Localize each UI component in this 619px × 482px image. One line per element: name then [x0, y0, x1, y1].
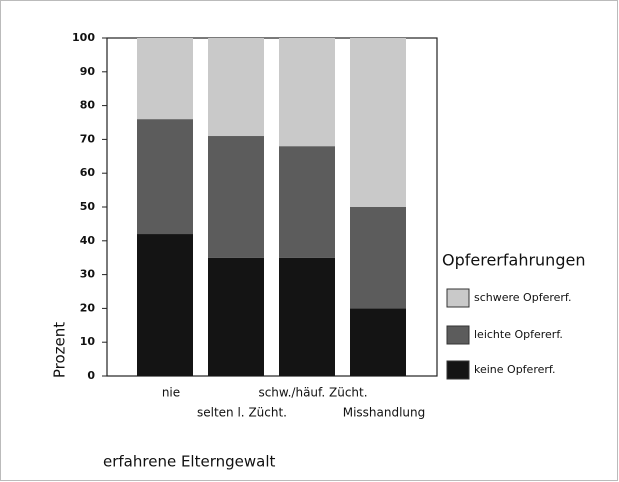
bar-segment: [279, 38, 335, 147]
y-tick-label: 100: [72, 31, 95, 44]
y-tick-label: 50: [80, 200, 96, 213]
bar-segment: [137, 119, 193, 235]
y-tick-label: 10: [80, 335, 96, 348]
y-tick-label: 70: [80, 132, 96, 145]
y-tick-label: 0: [87, 369, 95, 382]
x-axis-label: erfahrene Elterngewalt: [103, 453, 275, 471]
bar-segment: [350, 207, 406, 309]
bar-segment: [279, 257, 335, 376]
legend-swatch: [446, 325, 470, 345]
legend-swatch: [446, 360, 470, 380]
bar-segment: [279, 146, 335, 258]
bar-segment: [208, 257, 264, 376]
bar-segment: [208, 136, 264, 258]
x-tick-label: Misshandlung: [343, 406, 426, 420]
y-tick-label: 30: [80, 268, 96, 281]
x-tick-label: selten l. Zücht.: [197, 406, 287, 420]
y-axis-label: Prozent: [51, 322, 69, 378]
legend-title: Opfererfahrungen: [442, 251, 585, 270]
y-tick-label: 80: [80, 99, 96, 112]
x-tick-label: schw./häuf. Zücht.: [258, 386, 367, 400]
legend-label: leichte Opfererf.: [474, 328, 563, 341]
legend-label: keine Opfererf.: [474, 363, 555, 376]
legend-label: schwere Opfererf.: [474, 291, 571, 304]
x-tick-label: nie: [162, 386, 180, 400]
y-tick-label: 20: [80, 301, 96, 314]
bar-segment: [208, 38, 264, 137]
y-tick-label: 90: [80, 65, 96, 78]
y-tick-label: 40: [80, 234, 96, 247]
bar-segment: [350, 38, 406, 207]
legend-swatch: [446, 288, 470, 308]
bar-segment: [350, 308, 406, 376]
y-tick-label: 60: [80, 166, 96, 179]
bar-segment: [137, 234, 193, 376]
bar-segment: [137, 38, 193, 120]
